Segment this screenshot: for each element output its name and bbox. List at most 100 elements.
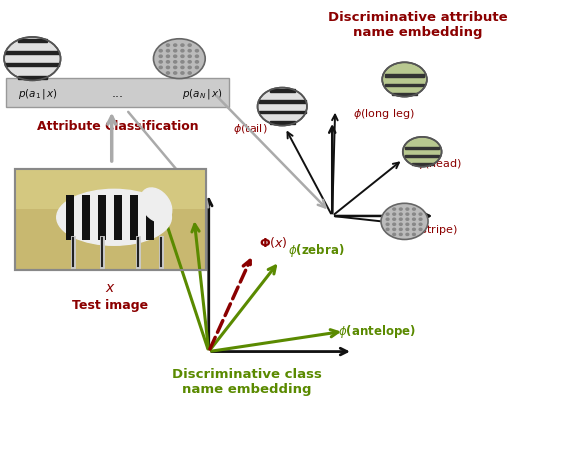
Circle shape bbox=[181, 61, 184, 64]
Text: name embedding: name embedding bbox=[353, 26, 482, 39]
Bar bbox=[269, 90, 295, 92]
Bar bbox=[18, 77, 47, 80]
Circle shape bbox=[413, 224, 415, 226]
Circle shape bbox=[406, 214, 409, 216]
Text: $\phi$(antelope): $\phi$(antelope) bbox=[338, 322, 416, 339]
Text: $\mathbf{\Phi}(x)$: $\mathbf{\Phi}(x)$ bbox=[259, 234, 288, 249]
Circle shape bbox=[403, 138, 442, 167]
Circle shape bbox=[399, 234, 402, 236]
Circle shape bbox=[386, 229, 389, 231]
Circle shape bbox=[166, 56, 169, 58]
Ellipse shape bbox=[141, 189, 172, 223]
Circle shape bbox=[381, 204, 428, 240]
Circle shape bbox=[393, 208, 396, 211]
Circle shape bbox=[393, 214, 396, 216]
Bar bbox=[385, 75, 424, 78]
Circle shape bbox=[159, 56, 162, 58]
Text: $\phi$(head): $\phi$(head) bbox=[417, 156, 462, 170]
Text: $x$: $x$ bbox=[105, 281, 116, 295]
Text: Test image: Test image bbox=[72, 299, 148, 312]
Circle shape bbox=[399, 219, 402, 221]
Circle shape bbox=[166, 51, 169, 53]
Circle shape bbox=[195, 67, 199, 69]
Circle shape bbox=[399, 208, 402, 211]
Circle shape bbox=[413, 234, 415, 236]
FancyBboxPatch shape bbox=[146, 195, 153, 240]
Circle shape bbox=[188, 51, 191, 53]
Circle shape bbox=[399, 229, 402, 231]
Text: $\phi$(tail): $\phi$(tail) bbox=[233, 122, 268, 135]
Circle shape bbox=[188, 73, 191, 75]
Circle shape bbox=[4, 38, 61, 81]
Circle shape bbox=[188, 67, 191, 69]
Circle shape bbox=[188, 61, 191, 64]
Circle shape bbox=[406, 208, 409, 211]
Text: $\phi$(stripe): $\phi$(stripe) bbox=[409, 222, 457, 236]
Circle shape bbox=[413, 214, 415, 216]
Circle shape bbox=[386, 219, 389, 221]
FancyBboxPatch shape bbox=[15, 169, 206, 210]
Circle shape bbox=[173, 67, 177, 69]
Circle shape bbox=[419, 219, 422, 221]
Circle shape bbox=[159, 67, 162, 69]
Ellipse shape bbox=[56, 190, 172, 246]
Text: name embedding: name embedding bbox=[182, 382, 312, 395]
Circle shape bbox=[173, 56, 177, 58]
Circle shape bbox=[181, 56, 184, 58]
Circle shape bbox=[166, 61, 169, 64]
Circle shape bbox=[181, 73, 184, 75]
Circle shape bbox=[195, 56, 199, 58]
Circle shape bbox=[166, 45, 169, 47]
Circle shape bbox=[181, 67, 184, 69]
Circle shape bbox=[393, 234, 396, 236]
Text: $\phi$(zebra): $\phi$(zebra) bbox=[288, 241, 345, 258]
Bar bbox=[405, 148, 439, 150]
Circle shape bbox=[419, 224, 422, 226]
Bar bbox=[392, 93, 417, 96]
Circle shape bbox=[153, 40, 205, 79]
Circle shape bbox=[386, 214, 389, 216]
Bar bbox=[5, 52, 59, 55]
Circle shape bbox=[195, 51, 199, 53]
Bar bbox=[259, 111, 306, 114]
Circle shape bbox=[419, 229, 422, 231]
Circle shape bbox=[393, 219, 396, 221]
Text: Attribute Classification: Attribute Classification bbox=[37, 120, 198, 133]
Circle shape bbox=[413, 219, 415, 221]
Bar bbox=[5, 64, 59, 67]
Circle shape bbox=[173, 51, 177, 53]
Circle shape bbox=[399, 214, 402, 216]
FancyBboxPatch shape bbox=[130, 195, 138, 240]
Bar bbox=[269, 122, 295, 125]
Text: $\phi$(rat): $\phi$(rat) bbox=[166, 194, 205, 211]
FancyBboxPatch shape bbox=[15, 169, 206, 271]
Bar bbox=[18, 39, 47, 42]
Circle shape bbox=[195, 61, 199, 64]
Circle shape bbox=[258, 88, 307, 126]
Bar bbox=[385, 84, 424, 87]
Bar bbox=[412, 164, 433, 166]
Circle shape bbox=[386, 224, 389, 226]
Circle shape bbox=[406, 234, 409, 236]
Circle shape bbox=[181, 45, 184, 47]
Circle shape bbox=[406, 219, 409, 221]
Circle shape bbox=[159, 61, 162, 64]
Circle shape bbox=[173, 45, 177, 47]
Text: $p(a_N\,|\,x)$: $p(a_N\,|\,x)$ bbox=[182, 87, 223, 101]
Text: $\phi$(long leg): $\phi$(long leg) bbox=[353, 107, 415, 120]
Circle shape bbox=[393, 229, 396, 231]
Circle shape bbox=[159, 51, 162, 53]
FancyBboxPatch shape bbox=[66, 195, 74, 240]
Circle shape bbox=[166, 67, 169, 69]
Text: $p(a_1\,|\,x)$: $p(a_1\,|\,x)$ bbox=[18, 87, 58, 101]
Circle shape bbox=[173, 61, 177, 64]
Bar bbox=[405, 156, 439, 158]
FancyBboxPatch shape bbox=[6, 79, 229, 108]
Circle shape bbox=[419, 214, 422, 216]
Circle shape bbox=[188, 45, 191, 47]
Circle shape bbox=[413, 229, 415, 231]
Text: ...: ... bbox=[112, 87, 123, 100]
Circle shape bbox=[413, 208, 415, 211]
FancyBboxPatch shape bbox=[82, 195, 90, 240]
Circle shape bbox=[181, 51, 184, 53]
